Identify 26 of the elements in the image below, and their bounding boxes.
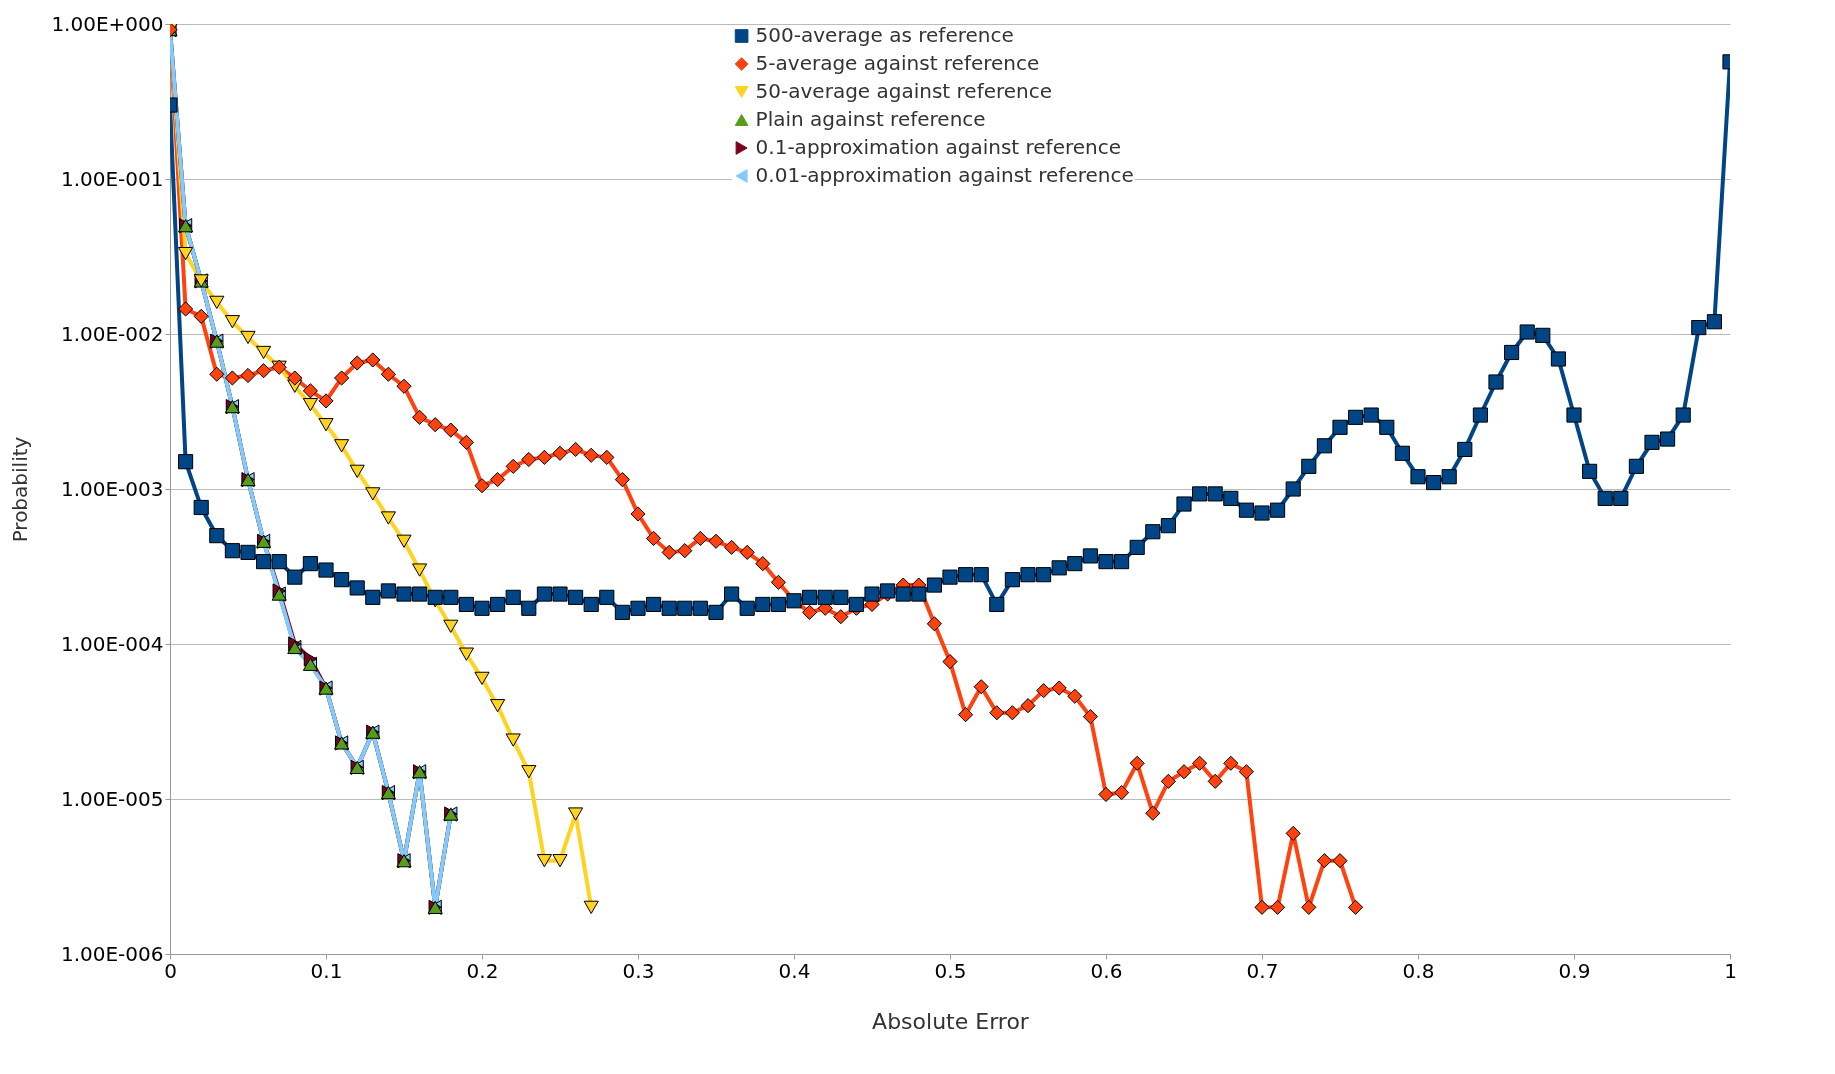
x-tick-label: 0.8 [1402, 958, 1435, 983]
legend-label: 50-average against reference [755, 79, 1053, 103]
x-tick-label: 0.4 [778, 958, 811, 983]
y-tick-label: 1.00E-005 [60, 786, 164, 811]
legend-label: 0.01-approximation against reference [755, 163, 1134, 187]
x-tick-label: 0.1 [310, 958, 343, 983]
y-tick-label: 1.00E-006 [60, 941, 164, 966]
x-tick-label: 0.5 [934, 958, 967, 983]
y-axis-title: Probability [8, 436, 33, 543]
x-tick-label: 0.7 [1246, 958, 1279, 983]
legend-label: 500-average as reference [755, 23, 1014, 47]
x-tick-label: 0.3 [622, 958, 655, 983]
y-tick-label: 1.00E-004 [60, 631, 164, 656]
x-axis-title: Absolute Error [872, 1008, 1030, 1034]
y-tick-label: 1.00E-002 [60, 321, 164, 346]
y-tick-label: 1.00E-001 [60, 166, 164, 191]
x-tick-label: 1 [1724, 958, 1737, 983]
y-tick-label: 1.00E-003 [60, 476, 164, 501]
legend-label: 0.1-approximation against reference [755, 135, 1122, 159]
x-tick-label: 0.6 [1090, 958, 1123, 983]
x-tick-label: 0.2 [466, 958, 499, 983]
x-tick-label: 0.9 [1558, 958, 1591, 983]
x-tick-label: 0 [164, 958, 177, 983]
legend-label: 5-average against reference [755, 51, 1040, 75]
legend-label: Plain against reference [755, 107, 986, 131]
y-tick-label: 1.00E+000 [51, 11, 164, 36]
